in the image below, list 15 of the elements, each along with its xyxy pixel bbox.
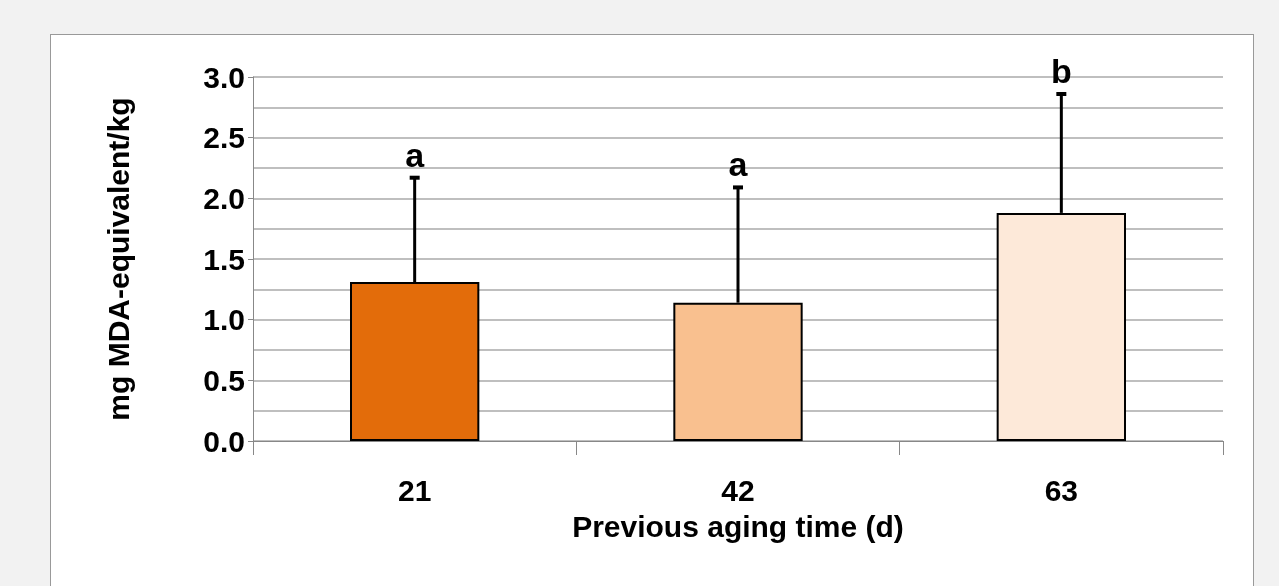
x-axis-title: Previous aging time (d) [572,509,904,543]
y-tick-label: 1.5 [203,242,245,276]
annotation: a [728,145,749,184]
y-tick-label: 3.0 [203,60,245,94]
x-tick-label: 42 [721,473,755,507]
y-tick-label: 1.0 [203,303,245,337]
x-tick-label: 21 [397,473,432,507]
x-tick-label: 63 [1044,473,1079,507]
annotation: a [405,135,426,174]
y-axis-title: mg MDA-equivalent/kg [101,97,135,421]
y-tick-label: 0.5 [203,363,245,397]
y-tick-label: 2.0 [203,181,245,215]
y-tick-label: 0.0 [203,424,245,458]
annotation: b [1050,51,1072,90]
y-tick-label: 2.5 [203,121,245,155]
